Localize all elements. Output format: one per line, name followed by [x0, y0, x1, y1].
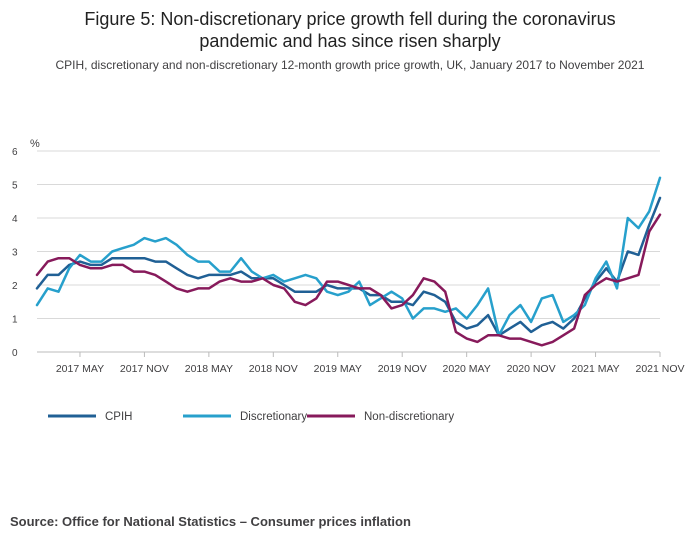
x-tick-label: 2020 MAY [443, 363, 491, 375]
source-note: Source: Office for National Statistics –… [10, 514, 411, 529]
chart-title-line-1: Figure 5: Non-discretionary price growth… [84, 9, 616, 29]
y-tick-label: 4 [12, 214, 18, 225]
y-tick-label: 5 [12, 181, 18, 192]
x-tick-label: 2019 MAY [314, 363, 362, 375]
x-tick-label: 2017 NOV [120, 363, 169, 375]
x-axis-ticks: 2017 MAY 2017 NOV 2018 MAY 2018 NOV 2019 MAY… [56, 352, 685, 375]
x-tick-label: 2018 MAY [185, 363, 233, 375]
series-line-discretionary [35, 176, 662, 337]
chart-title-line-2: pandemic and has since risen sharply [199, 31, 501, 51]
series-lines [35, 176, 662, 347]
y-tick-label: 1 [12, 315, 18, 326]
legend-label-discretionary: Discretionary [240, 411, 307, 423]
x-tick-label: 2021 MAY [571, 363, 619, 375]
y-axis-ticks: 0 1 2 3 4 5 6 [12, 147, 18, 359]
y-tick-label: 3 [12, 248, 18, 259]
x-tick-label: 2018 NOV [249, 363, 298, 375]
series-line-non-discretionary [35, 213, 662, 347]
line-chart: % 0 1 2 3 4 5 6 2017 MAY 2017 NOV 2018 MAY 2018 N… [12, 138, 685, 423]
x-tick-label: 2020 NOV [507, 363, 556, 375]
chart-title: Figure 5: Non-discretionary price growth… [0, 8, 700, 52]
x-tick-label: 2019 NOV [378, 363, 427, 375]
y-tick-label: 0 [12, 348, 18, 359]
y-tick-label: 2 [12, 281, 18, 292]
y-tick-label: 6 [12, 147, 18, 158]
legend-label-non-discretionary: Non-discretionary [364, 411, 454, 423]
legend: CPIH Discretionary Non-discretionary [48, 411, 454, 423]
x-tick-label: 2017 MAY [56, 363, 104, 375]
chart-subtitle: CPIH, discretionary and non-discretionar… [55, 58, 645, 72]
y-axis-label: % [30, 138, 40, 150]
series-line-cpih [35, 196, 662, 337]
legend-label-cpih: CPIH [105, 411, 132, 423]
x-tick-label: 2021 NOV [635, 363, 684, 375]
gridlines [37, 150, 660, 353]
